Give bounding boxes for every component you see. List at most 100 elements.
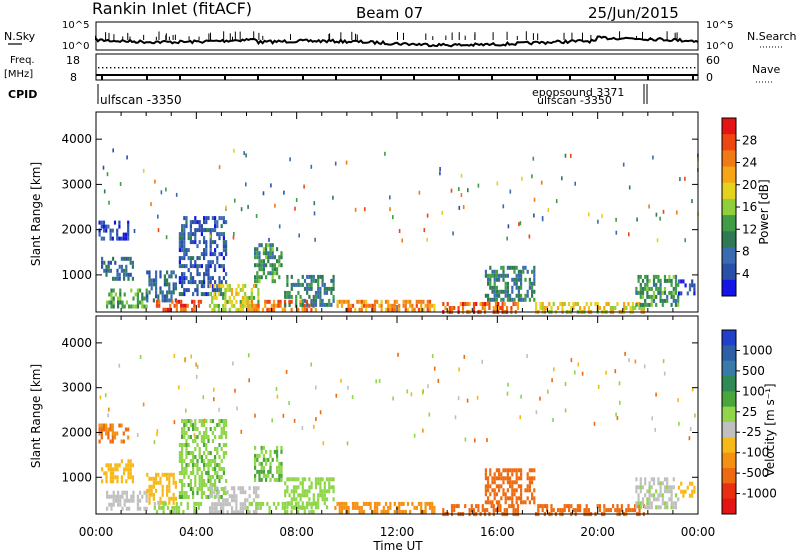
data-cell (220, 427, 223, 431)
data-cell (486, 302, 489, 306)
data-cell (127, 220, 130, 225)
data-cell (269, 453, 272, 458)
data-cell (260, 259, 263, 264)
data-cell (319, 489, 322, 494)
data-cell (531, 269, 534, 274)
data-cell (496, 181, 499, 186)
data-cell (543, 306, 546, 310)
data-cell (106, 494, 109, 499)
data-cell (360, 299, 363, 304)
data-cell (579, 306, 582, 310)
data-cell (539, 504, 542, 509)
data-cell (224, 486, 227, 491)
data-cell (541, 216, 544, 220)
data-cell (185, 408, 187, 413)
data-cell (218, 276, 221, 281)
data-cell (269, 247, 272, 252)
data-cell (484, 484, 487, 489)
data-cell (290, 282, 293, 287)
data-cell (122, 232, 125, 237)
station-title: Rankin Inlet (fitACF) (92, 0, 252, 18)
data-cell (420, 509, 423, 514)
data-cell (652, 497, 656, 502)
data-cell (650, 505, 653, 510)
data-cell (502, 289, 505, 294)
data-cell (178, 248, 181, 253)
data-cell (218, 475, 221, 479)
data-cell (213, 510, 216, 515)
nave-dot (126, 67, 128, 69)
data-cell (213, 387, 215, 392)
data-cell (194, 419, 197, 423)
data-cell (185, 276, 188, 281)
data-cell (292, 489, 296, 494)
data-cell (122, 431, 125, 436)
data-cell (511, 468, 514, 473)
data-cell (282, 413, 285, 418)
data-cell (358, 299, 361, 304)
data-cell (487, 277, 490, 282)
data-cell (603, 504, 606, 509)
data-cell (222, 303, 225, 308)
data-cell (132, 494, 135, 499)
data-cell (98, 423, 101, 428)
data-cell (448, 306, 451, 310)
data-cell (112, 276, 115, 281)
data-cell (498, 468, 501, 473)
data-cell (114, 475, 117, 480)
data-cell (572, 302, 575, 306)
data-cell (646, 505, 649, 510)
data-cell (520, 468, 523, 473)
data-cell (301, 493, 304, 498)
nave-dot (458, 67, 460, 69)
data-cell (417, 299, 421, 304)
data-cell (181, 451, 184, 455)
data-cell (663, 477, 667, 482)
data-cell (185, 495, 188, 499)
data-cell (288, 290, 291, 295)
data-cell (652, 282, 656, 287)
data-cell (652, 155, 654, 160)
data-cell (328, 286, 331, 291)
data-cell (376, 505, 379, 510)
data-cell (178, 451, 181, 455)
data-cell (117, 498, 120, 503)
nave-dot (662, 67, 664, 69)
data-cell (468, 508, 471, 513)
data-cell (533, 476, 536, 481)
data-cell (500, 265, 503, 270)
nave-dot (498, 67, 500, 69)
data-cell (499, 508, 502, 513)
data-cell (598, 306, 601, 310)
data-cell (205, 216, 208, 221)
data-cell (248, 486, 251, 491)
data-cell (207, 284, 210, 289)
data-cell (158, 505, 161, 510)
data-cell (224, 498, 227, 503)
data-cell (257, 299, 260, 304)
data-cell (265, 275, 268, 280)
data-cell (166, 476, 169, 481)
data-cell (178, 276, 181, 281)
data-cell (200, 292, 203, 297)
data-cell (406, 299, 410, 304)
data-cell (343, 299, 346, 304)
data-cell (109, 471, 112, 476)
data-cell (646, 286, 649, 291)
data-cell (211, 502, 214, 507)
data-cell (677, 294, 680, 299)
data-cell (182, 509, 185, 514)
data-cell (166, 472, 169, 477)
colorbar-swatch (722, 330, 736, 346)
data-cell (283, 299, 287, 304)
data-cell (572, 508, 575, 513)
data-cell (666, 501, 669, 506)
data-cell (431, 501, 434, 506)
data-cell (441, 210, 443, 215)
data-cell (200, 459, 203, 463)
data-cell (209, 244, 212, 249)
data-cell (646, 489, 649, 494)
data-cell (218, 419, 221, 423)
data-cell (319, 410, 322, 415)
data-cell (211, 276, 214, 281)
